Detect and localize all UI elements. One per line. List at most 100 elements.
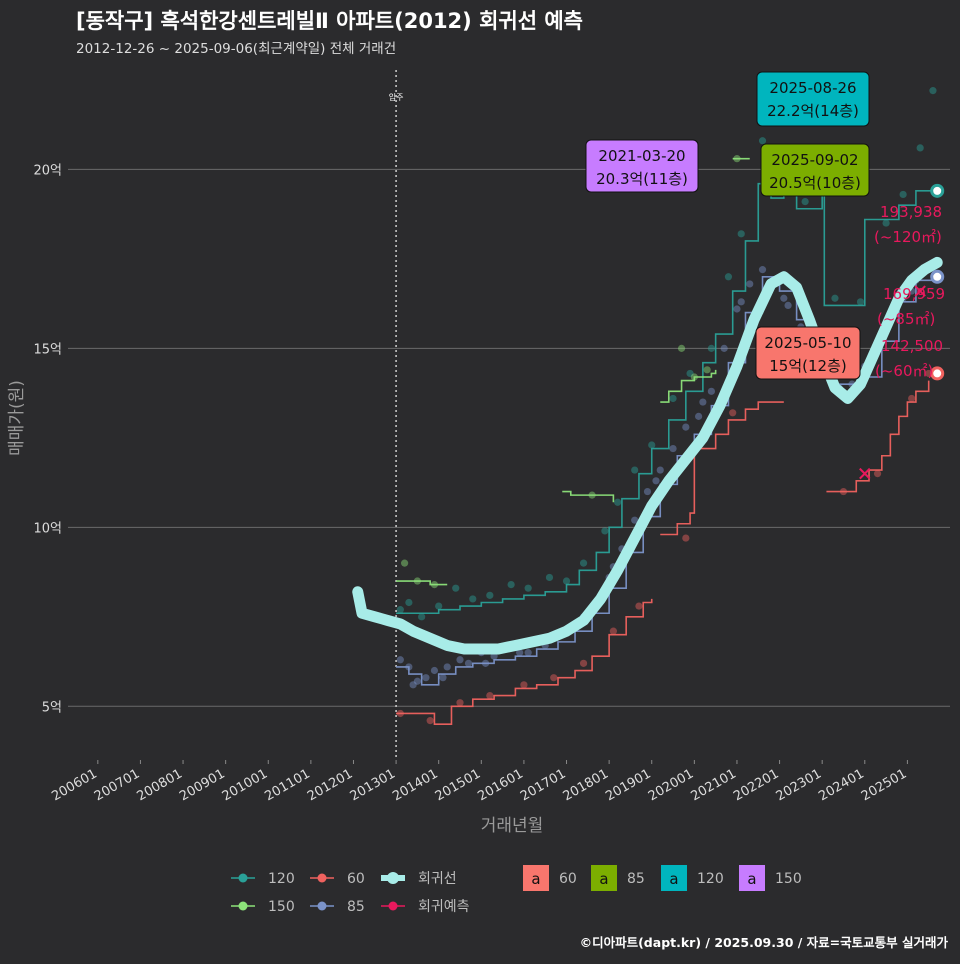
- scatter-point-85: [524, 649, 532, 657]
- series-line-60: [396, 598, 653, 726]
- scatter-point-85: [464, 659, 473, 667]
- scatter-point-60: [579, 659, 588, 667]
- prediction-value: 169,959: [883, 285, 945, 303]
- scatter-point-60c: [908, 394, 916, 403]
- x-tick-label: 201301: [348, 766, 398, 804]
- legend-box-label: 85: [627, 871, 645, 887]
- x-tick-label: 202101: [688, 766, 738, 804]
- scatter-point-85: [746, 280, 754, 288]
- callout-date: 2025-05-10: [764, 334, 851, 352]
- scatter-point-85: [422, 674, 430, 682]
- callout-box: [760, 143, 870, 197]
- callout-price: 20.5억(10층): [769, 174, 861, 192]
- scatter-point-85: [456, 656, 464, 664]
- legend-box-glyph: a: [747, 870, 756, 888]
- scatter-point-120: [648, 441, 656, 449]
- legend-box-glyph: a: [531, 870, 540, 888]
- scatter-point-120: [899, 190, 907, 199]
- scatter-point-120: [579, 559, 588, 567]
- scatter-point-60: [486, 691, 494, 700]
- x-tick-label: 201201: [305, 766, 355, 804]
- scatter-point-60: [426, 717, 434, 725]
- scatter-point-85: [784, 301, 792, 310]
- scatter-point-120: [831, 294, 839, 302]
- callout-date: 2025-09-02: [771, 151, 858, 169]
- callout-box: [585, 139, 699, 193]
- move-in-label: 입주: [389, 93, 404, 102]
- scatter-point-120: [669, 394, 677, 403]
- legend-label: 150: [268, 899, 295, 915]
- scatter-point-60: [609, 627, 617, 635]
- scatter-point-85: [695, 412, 703, 420]
- scatter-point-60: [635, 602, 643, 610]
- end-marker: [930, 183, 945, 198]
- scatter-point-120: [724, 273, 733, 281]
- x-tick-label: 201701: [518, 766, 568, 804]
- legend-swatch-dot: [238, 873, 248, 883]
- legend-swatch-dot: [317, 873, 327, 883]
- scatter-point-85: [413, 677, 421, 685]
- scatter-point-120: [405, 598, 413, 607]
- end-marker: [930, 269, 945, 284]
- legend-box: [523, 865, 549, 891]
- scatter-point-85: [631, 516, 639, 524]
- scatter-point-120: [614, 498, 622, 506]
- footer-credit: ©디아파트(dapt.kr) / 2025.09.30 / 자료=국토교통부 실…: [580, 935, 949, 950]
- legend-swatch-dot: [317, 901, 327, 911]
- legend-box-glyph: a: [669, 870, 678, 888]
- x-tick-label: 201601: [475, 766, 525, 804]
- y-tick-label: 5억: [42, 700, 62, 715]
- series-line-150c: [660, 369, 717, 403]
- scatter-point-85: [439, 674, 447, 682]
- legend-label: 60: [347, 871, 365, 887]
- x-tick-label: 201101: [262, 766, 312, 804]
- prediction-x-mark: [914, 285, 926, 297]
- prediction-area: (~60㎡): [875, 362, 933, 380]
- callout-date: 2021-03-20: [598, 147, 685, 165]
- scatter-point-85: [516, 649, 524, 657]
- prediction-value: 142,500: [881, 337, 943, 355]
- legend-box: [739, 865, 765, 891]
- scatter-point-85: [758, 266, 767, 274]
- legend-box-glyph: a: [599, 870, 608, 888]
- x-tick-label: 200801: [135, 766, 185, 804]
- x-tick-label: 202301: [774, 766, 824, 804]
- x-tick-label: 201401: [390, 766, 440, 804]
- x-axis-label: 거래년월: [481, 816, 544, 836]
- series-line-150b: [562, 490, 615, 503]
- chart-subtitle: 2012-12-26 ~ 2025-09-06(최근계약일) 전체 거래건: [76, 41, 396, 57]
- scatter-point-60b: [682, 534, 690, 542]
- prediction-value: 193,938: [880, 203, 942, 221]
- scatter-point-60: [456, 699, 464, 707]
- regression-line: [352, 256, 943, 655]
- scatter-point-120: [758, 137, 767, 145]
- scatter-point-120: [469, 595, 477, 603]
- scatter-point-85: [780, 294, 788, 302]
- scatter-point-85: [430, 666, 439, 675]
- x-tick-label: 201901: [603, 766, 653, 804]
- y-tick-label: 15억: [33, 342, 62, 357]
- x-tick-label: 202001: [646, 766, 696, 804]
- legend-label: 120: [268, 871, 295, 887]
- x-tick-label: 202501: [859, 766, 909, 804]
- scatter-point-120: [452, 584, 460, 592]
- legend-box-label: 150: [775, 871, 802, 887]
- legend-label: 회귀예측: [418, 899, 470, 915]
- scatter-point-120: [507, 581, 515, 589]
- scatter-point-120: [545, 573, 554, 582]
- scatter-point-85: [656, 466, 664, 474]
- prediction-area: (~85㎡): [877, 310, 935, 328]
- scatter-point-120: [856, 298, 865, 306]
- scatter-point-60b: [729, 409, 737, 417]
- legend-swatch-dot: [388, 901, 398, 911]
- scatter-point-85: [396, 656, 404, 664]
- legend: 120 60 회귀선 150 85 회귀예측 a 60 a 85 a 120 a 150: [231, 865, 802, 915]
- scatter-point-120: [486, 591, 494, 599]
- legend-box: [661, 865, 687, 891]
- scatter-point-85: [720, 344, 728, 352]
- x-tick-label: 202201: [731, 766, 781, 804]
- chart-title: [동작구] 흑석한강센트레빌Ⅱ 아파트(2012) 회귀선 예측: [76, 9, 583, 33]
- scatter-point-85: [707, 387, 715, 395]
- callout-date: 2025-08-26: [769, 79, 856, 97]
- scatter-point-150: [401, 559, 409, 567]
